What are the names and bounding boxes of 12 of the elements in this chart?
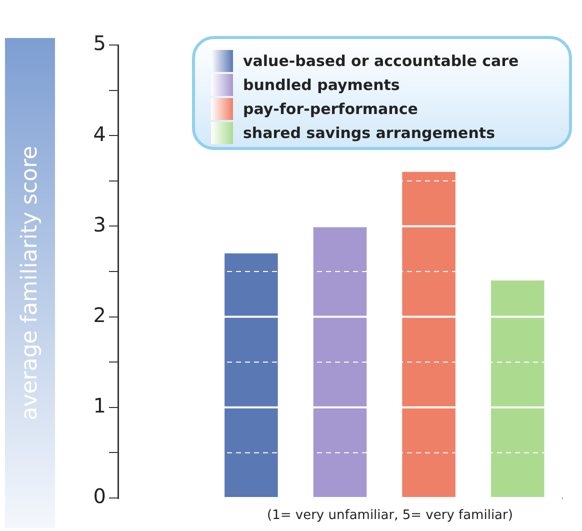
legend-label: value-based or accountable care (243, 52, 519, 70)
y-axis-title: average familiarity score (18, 146, 42, 420)
y-tick-label: 2 (93, 303, 106, 328)
y-tick-label: 3 (93, 212, 106, 236)
y-tick-label: 4 (93, 122, 106, 146)
y-tick-label: 0 (93, 484, 106, 508)
legend-label: pay-for-performance (243, 100, 418, 118)
legend-label: bundled payments (243, 76, 400, 94)
legend-label: shared savings arrangements (243, 124, 496, 142)
text: (1= very unfamiliar, 5= very familiar) (266, 508, 514, 523)
y-tick-label: 1 (93, 394, 106, 418)
y-tick-label: 5 (93, 31, 106, 56)
